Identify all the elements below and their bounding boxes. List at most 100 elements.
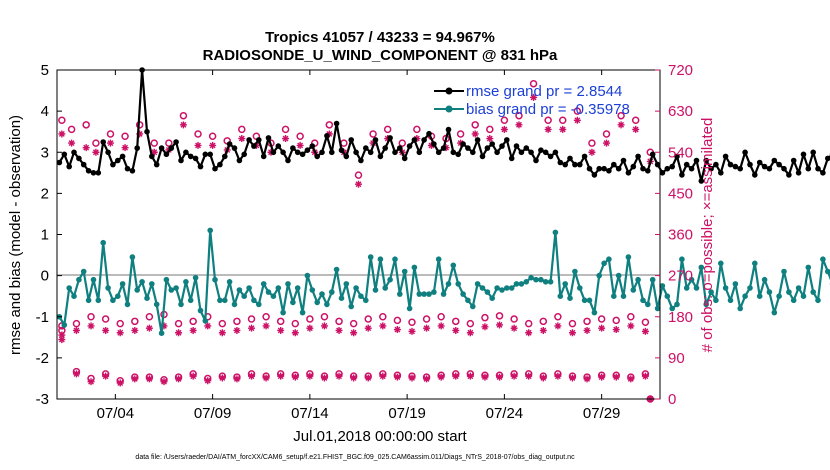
bias-point <box>265 289 272 295</box>
left-y-axis: -3 -2 -1 0 1 2 3 4 5 <box>36 62 62 408</box>
bias-point <box>71 293 77 300</box>
rmse-point <box>630 163 637 170</box>
rmse-point <box>285 157 291 164</box>
obs-possible-marker <box>296 132 304 141</box>
bias-point <box>246 285 252 291</box>
obs-possible-marker <box>325 121 334 129</box>
obs-assimilated-marker <box>350 329 358 337</box>
obs-possible-marker <box>641 318 650 326</box>
rmse-point <box>95 170 102 176</box>
rmse-point <box>294 149 301 156</box>
obs-assimilated-marker <box>641 327 649 335</box>
obs-possible-marker <box>291 319 300 328</box>
obs-possible-marker <box>568 319 577 328</box>
obs-assimilated-marker <box>136 130 144 138</box>
obs-assimilated-marker <box>320 322 328 330</box>
rmse-point <box>669 163 675 170</box>
rmse-point <box>567 155 573 162</box>
obs-possible-marker <box>631 116 640 125</box>
bias-point <box>363 297 369 304</box>
rmse-point <box>752 172 758 178</box>
rmse-point <box>183 149 189 156</box>
obs-possible-marker <box>452 317 460 326</box>
rmse-point <box>363 145 369 151</box>
obs-possible-marker <box>281 125 290 134</box>
bias-point <box>508 285 515 291</box>
obs-possible-marker <box>379 313 387 321</box>
obs-assimilated-marker <box>87 322 95 330</box>
rmse-point <box>100 139 106 145</box>
rmse-point <box>124 165 131 172</box>
obs-assimilated-marker <box>58 130 66 138</box>
obs-assimilated-marker <box>452 372 460 380</box>
bias-point <box>825 268 830 275</box>
obs-assimilated-marker <box>175 329 183 337</box>
obs-assimilated-marker <box>189 372 197 380</box>
plot-background <box>57 70 660 399</box>
obs-assimilated-marker <box>296 141 304 149</box>
bias-point <box>251 297 257 304</box>
rmse-point <box>572 161 578 168</box>
rmse-point <box>275 143 282 149</box>
obs-possible-marker <box>194 130 202 138</box>
rmse-point <box>260 153 267 160</box>
rmse-point <box>649 151 656 158</box>
obs-possible-marker <box>539 317 548 326</box>
rmse-point <box>129 168 136 174</box>
left-tick-label: 4 <box>41 103 49 120</box>
obs-possible-marker <box>67 125 76 134</box>
bias-point <box>742 293 748 300</box>
obs-assimilated-marker <box>496 321 504 329</box>
rmse-point <box>197 163 204 170</box>
bias-point <box>708 289 714 295</box>
obs-assimilated-marker <box>437 322 445 330</box>
right-tick-label: 450 <box>668 185 693 202</box>
rmse-point <box>397 145 403 151</box>
bias-point <box>474 281 481 287</box>
bias-point <box>562 281 568 287</box>
bias-point <box>504 285 510 291</box>
rmse-point <box>518 149 525 156</box>
obs-assimilated-marker <box>350 374 358 382</box>
bias-point <box>144 295 150 302</box>
obs-assimilated-marker <box>204 377 212 385</box>
bias-point <box>781 268 787 275</box>
obs-assimilated-marker <box>471 130 479 138</box>
bias-point <box>270 293 277 300</box>
rmse-point <box>825 155 830 162</box>
obs-possible-marker <box>597 315 606 323</box>
rmse-point <box>324 133 330 139</box>
bias-point <box>615 272 622 279</box>
obs-assimilated-marker <box>277 326 285 334</box>
obs-possible-marker <box>87 313 95 321</box>
bias-point <box>795 285 802 291</box>
obs-assimilated-marker <box>204 322 212 330</box>
obs-assimilated-marker <box>262 322 270 330</box>
obs-assimilated-marker <box>131 375 139 383</box>
obs-possible-marker <box>233 317 241 326</box>
obs-possible-marker <box>500 116 509 125</box>
rmse-point <box>56 159 63 166</box>
rmse-point <box>679 172 685 178</box>
obs-assimilated-marker <box>355 180 362 188</box>
left-tick-label: -3 <box>36 391 49 408</box>
obs-assimilated-marker <box>510 324 518 332</box>
right-tick-label: 0 <box>668 391 676 408</box>
obs-possible-marker <box>544 116 552 125</box>
bias-point <box>158 330 165 337</box>
rmse-point <box>513 143 520 149</box>
bias-point <box>255 301 262 308</box>
bias-point <box>397 291 403 297</box>
bias-point <box>192 274 199 281</box>
bias-point <box>226 279 233 285</box>
bias-point <box>275 285 282 291</box>
obs-assimilated-marker <box>583 326 591 334</box>
bias-point <box>241 293 247 300</box>
obs-possible-marker <box>208 132 217 141</box>
bias-point <box>499 287 505 293</box>
bias-point <box>528 274 534 281</box>
bias-point <box>149 281 155 287</box>
bias-point <box>557 293 564 300</box>
rmse-point <box>178 157 184 164</box>
obs-assimilated-marker <box>588 148 596 156</box>
